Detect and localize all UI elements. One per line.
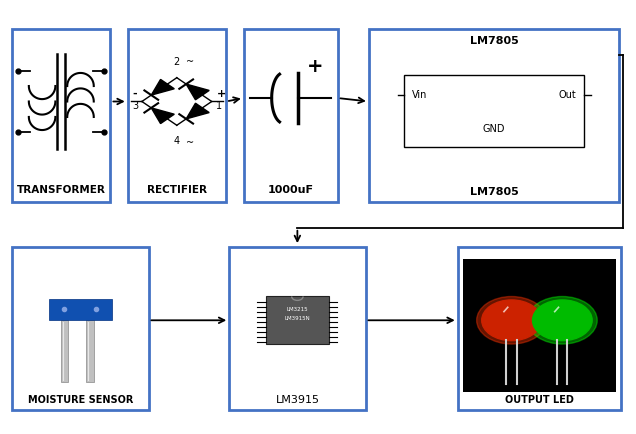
Bar — [463, 259, 616, 392]
Text: LM3215: LM3215 — [287, 307, 308, 312]
Polygon shape — [186, 84, 209, 100]
Text: RECTIFIER: RECTIFIER — [147, 185, 207, 195]
Text: Vin: Vin — [411, 90, 427, 100]
Text: 4: 4 — [174, 136, 180, 146]
Text: 3: 3 — [132, 101, 138, 111]
Bar — [266, 296, 329, 344]
Text: TRANSFORMER: TRANSFORMER — [17, 185, 106, 195]
Bar — [128, 29, 226, 202]
Bar — [48, 299, 112, 320]
Text: OUTPUT LED: OUTPUT LED — [505, 395, 574, 405]
Text: LM7805: LM7805 — [470, 187, 518, 197]
Circle shape — [476, 296, 546, 344]
Bar — [12, 29, 111, 202]
Text: +: + — [217, 89, 226, 99]
Text: -: - — [132, 89, 137, 99]
Bar — [458, 247, 621, 410]
Text: 2: 2 — [174, 57, 180, 67]
Text: 1000uF: 1000uF — [268, 185, 314, 195]
Text: ~: ~ — [186, 138, 195, 148]
Polygon shape — [151, 108, 174, 124]
Bar — [244, 29, 338, 202]
Text: LM7805: LM7805 — [470, 36, 518, 46]
Text: +: + — [307, 57, 323, 76]
Bar — [60, 320, 68, 382]
Circle shape — [527, 296, 597, 344]
Bar — [229, 247, 366, 410]
Text: MOISTURE SENSOR: MOISTURE SENSOR — [27, 395, 133, 405]
Circle shape — [532, 300, 592, 341]
Polygon shape — [151, 79, 174, 95]
Circle shape — [481, 300, 541, 341]
Bar — [12, 247, 149, 410]
Polygon shape — [186, 103, 209, 119]
Text: 1: 1 — [216, 101, 221, 111]
Text: GND: GND — [483, 124, 506, 134]
Text: LM3915: LM3915 — [275, 395, 319, 405]
Text: ~: ~ — [186, 57, 195, 67]
Bar — [86, 320, 93, 382]
Text: Out: Out — [559, 90, 577, 100]
Bar — [404, 75, 584, 148]
Bar — [369, 29, 619, 202]
Text: LM3915N: LM3915N — [284, 316, 310, 321]
